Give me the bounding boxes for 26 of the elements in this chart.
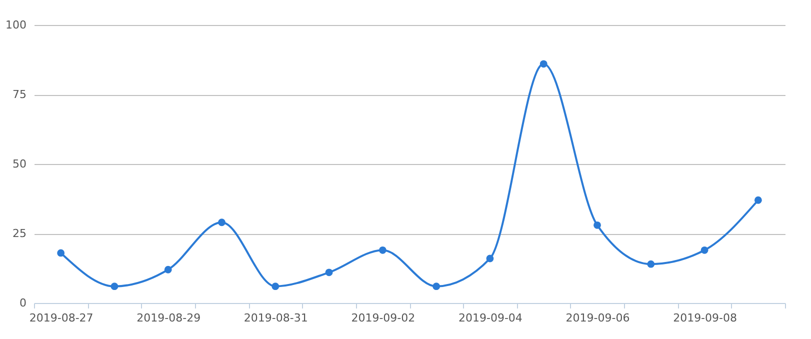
- point: [164, 266, 172, 274]
- point: [700, 246, 708, 254]
- y-tick-label: 0: [20, 296, 26, 310]
- point: [378, 246, 386, 254]
- y-tick-label: 50: [12, 158, 26, 170]
- x-tick-label: 2019-08-31: [244, 312, 308, 324]
- x-tick-label: 2019-08-29: [136, 312, 201, 324]
- point: [218, 218, 226, 226]
- point: [432, 282, 440, 290]
- point: [110, 282, 118, 290]
- point: [540, 60, 548, 68]
- y-tick-label: 100: [6, 18, 26, 32]
- y-tick-label: 75: [12, 88, 26, 101]
- y-tick-label: 25: [12, 227, 26, 240]
- point: [754, 196, 762, 204]
- point: [272, 282, 280, 290]
- x-tick-label: 2019-09-04: [458, 312, 522, 324]
- point: [325, 268, 333, 276]
- point: [486, 254, 494, 262]
- point: [594, 221, 601, 229]
- x-tick-label: 2019-09-02: [351, 312, 416, 324]
- x-tick-label: 2019-09-06: [566, 312, 630, 324]
- x-tick-label: 2019-09-08: [673, 312, 738, 324]
- x-tick-label: 2019-08-27: [29, 312, 94, 324]
- point: [647, 260, 655, 268]
- point: [57, 249, 65, 257]
